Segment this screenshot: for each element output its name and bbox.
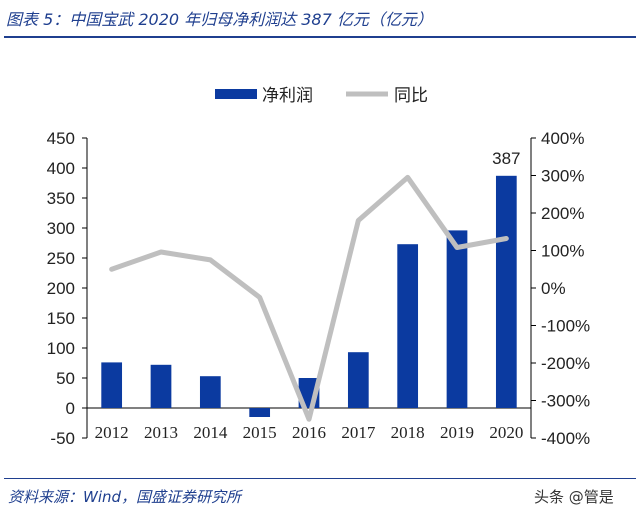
- right-tick-label: -100%: [541, 317, 590, 336]
- legend-label-net-profit: 净利润: [262, 86, 313, 106]
- watermark: 头条 @管是: [534, 488, 614, 506]
- footer-divider: [4, 478, 636, 479]
- left-tick-label: 0: [66, 399, 75, 418]
- bar-2019: [446, 230, 468, 408]
- bar-2015: [249, 408, 271, 417]
- bar-2014: [199, 376, 221, 408]
- title-divider: [4, 36, 636, 38]
- x-tick-label: 2016: [292, 423, 326, 442]
- left-tick-label: 450: [47, 129, 75, 148]
- left-tick-label: 250: [47, 249, 75, 268]
- legend-label-yoy: 同比: [394, 86, 428, 106]
- left-tick-label: 100: [47, 339, 75, 358]
- bar-2020: [495, 175, 517, 408]
- bar-2018: [397, 244, 419, 408]
- x-tick-label: 2018: [391, 423, 425, 442]
- left-tick-label: -50: [50, 429, 75, 448]
- x-tick-label: 2019: [440, 423, 474, 442]
- bar-2017: [347, 352, 369, 408]
- left-tick-label: 350: [47, 189, 75, 208]
- x-tick-label: 2017: [341, 423, 376, 442]
- right-tick-label: -300%: [541, 392, 590, 411]
- data-labels: 387: [492, 149, 520, 168]
- data-label-2020: 387: [492, 149, 520, 168]
- x-tick-label: 2015: [243, 423, 277, 442]
- right-tick-label: -200%: [541, 354, 590, 373]
- legend-swatch-net-profit: [215, 89, 257, 99]
- right-tick-label: 400%: [541, 129, 584, 148]
- left-tick-label: 50: [56, 369, 75, 388]
- left-tick-label: 150: [47, 309, 75, 328]
- left-tick-label: 200: [47, 279, 75, 298]
- right-tick-label: -400%: [541, 429, 590, 448]
- chart-canvas: 净利润 同比 450 400 350 300 250 200 150 100 50 0 -50 400…: [47, 86, 591, 448]
- x-tick-label: 2020: [489, 423, 523, 442]
- right-tick-label: 100%: [541, 242, 584, 261]
- source-note: 资料来源：Wind，国盛证券研究所: [8, 488, 242, 506]
- right-tick-label: 0%: [541, 279, 566, 298]
- bar-2013: [150, 364, 172, 408]
- left-tick-label: 400: [47, 159, 75, 178]
- legend: 净利润 同比: [215, 86, 428, 106]
- x-tick-label: 2013: [144, 423, 178, 442]
- line-series: [109, 174, 509, 422]
- x-tick-label: 2012: [95, 423, 129, 442]
- left-tick-label: 300: [47, 219, 75, 238]
- x-tick-label: 2014: [193, 423, 228, 442]
- bar-series: [101, 175, 517, 417]
- bar-2012: [101, 362, 123, 408]
- chart-title: 图表 5：中国宝武 2020 年归母净利润达 387 亿元（亿元）: [6, 10, 433, 29]
- right-tick-label: 300%: [541, 167, 584, 186]
- right-tick-label: 200%: [541, 204, 584, 223]
